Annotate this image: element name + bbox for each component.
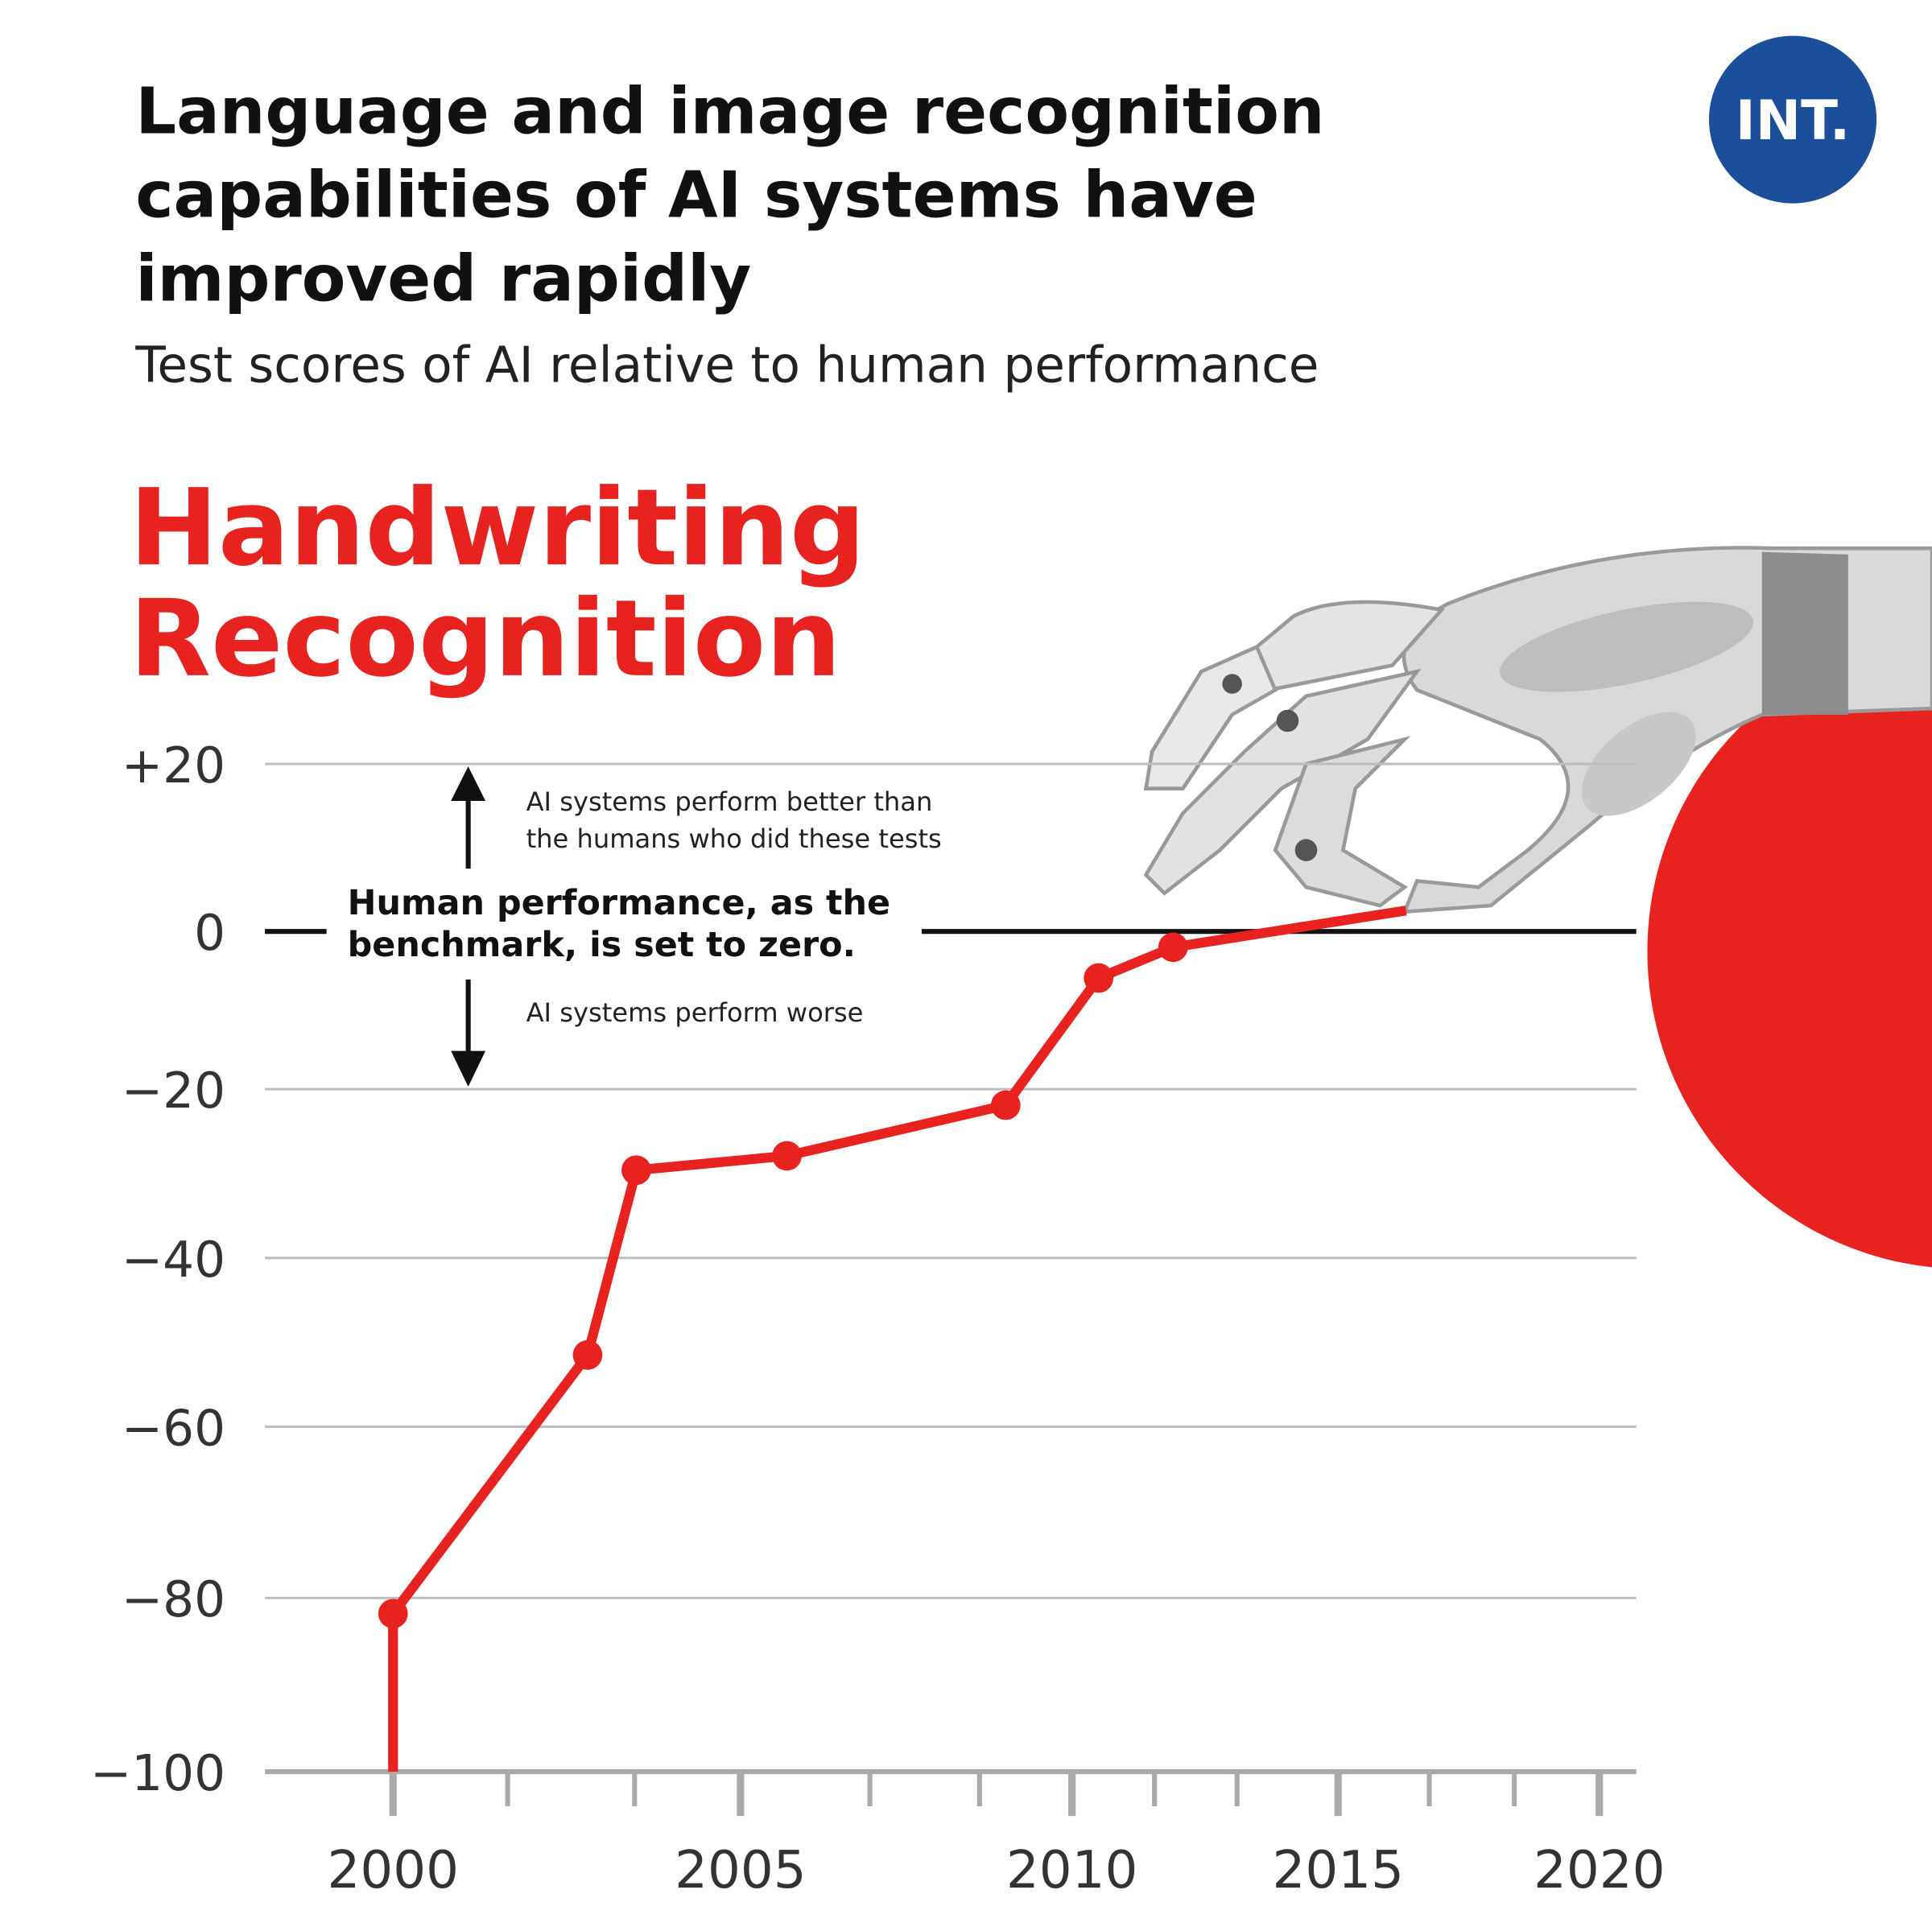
annotation-benchmark: Human performance, as the benchmark, is … xyxy=(348,883,890,965)
x-tick-label: 2000 xyxy=(327,1840,459,1900)
subtitle: Test scores of AI relative to human perf… xyxy=(134,337,1319,394)
series-line xyxy=(388,906,1407,1772)
data-point xyxy=(990,1090,1021,1120)
arrow-up-icon xyxy=(451,766,486,801)
annotation-above: AI systems perform better than the human… xyxy=(451,766,942,869)
series-handwriting xyxy=(378,906,1407,1772)
x-tick-label: 2005 xyxy=(675,1840,807,1900)
annotation-below: AI systems perform worse xyxy=(451,979,864,1087)
data-point xyxy=(378,1599,408,1629)
benchmark-line-2: benchmark, is set to zero. xyxy=(348,925,856,965)
data-point xyxy=(772,1141,802,1171)
annotation-below-text: AI systems perform worse xyxy=(526,997,864,1028)
benchmark-line-1: Human performance, as the xyxy=(348,883,890,923)
x-tick-label: 2020 xyxy=(1534,1840,1666,1900)
y-axis: +20 0 −20 −40 −60 −80 −100 xyxy=(90,737,225,1802)
annotation-above-line-1: AI systems perform better than xyxy=(526,786,933,817)
chart-title-line-2: Recognition xyxy=(130,578,841,701)
data-point xyxy=(1158,932,1188,963)
y-tick-label: +20 xyxy=(122,737,225,794)
data-point xyxy=(572,1340,603,1370)
robot-hand-illustration xyxy=(1143,546,1932,914)
y-tick-label: 0 xyxy=(194,905,225,962)
decorative-red-circle xyxy=(1647,635,1932,1268)
y-tick-label: −60 xyxy=(122,1400,225,1457)
logo-text: INT. xyxy=(1736,89,1851,152)
data-point xyxy=(621,1155,651,1186)
title-line-1: Language and image recognition xyxy=(135,73,1324,148)
data-point xyxy=(1084,963,1114,993)
title-line-3: improved rapidly xyxy=(135,241,751,316)
x-tick-label: 2010 xyxy=(1006,1840,1138,1900)
int-logo: INT. xyxy=(1708,35,1877,204)
title-line-2: capabilities of AI systems have xyxy=(135,157,1257,232)
y-tick-label: −20 xyxy=(122,1063,225,1120)
chart-title-line-1: Handwriting xyxy=(130,467,865,590)
x-axis: 2000 2005 2010 2015 2020 xyxy=(265,1769,1666,1900)
x-tick-label: 2015 xyxy=(1272,1840,1404,1900)
y-tick-label: −40 xyxy=(122,1232,225,1289)
y-tick-label: −80 xyxy=(122,1571,225,1628)
arrow-down-icon xyxy=(451,1050,486,1087)
annotation-above-line-2: the humans who did these tests xyxy=(526,823,942,854)
y-tick-label: −100 xyxy=(90,1745,225,1802)
